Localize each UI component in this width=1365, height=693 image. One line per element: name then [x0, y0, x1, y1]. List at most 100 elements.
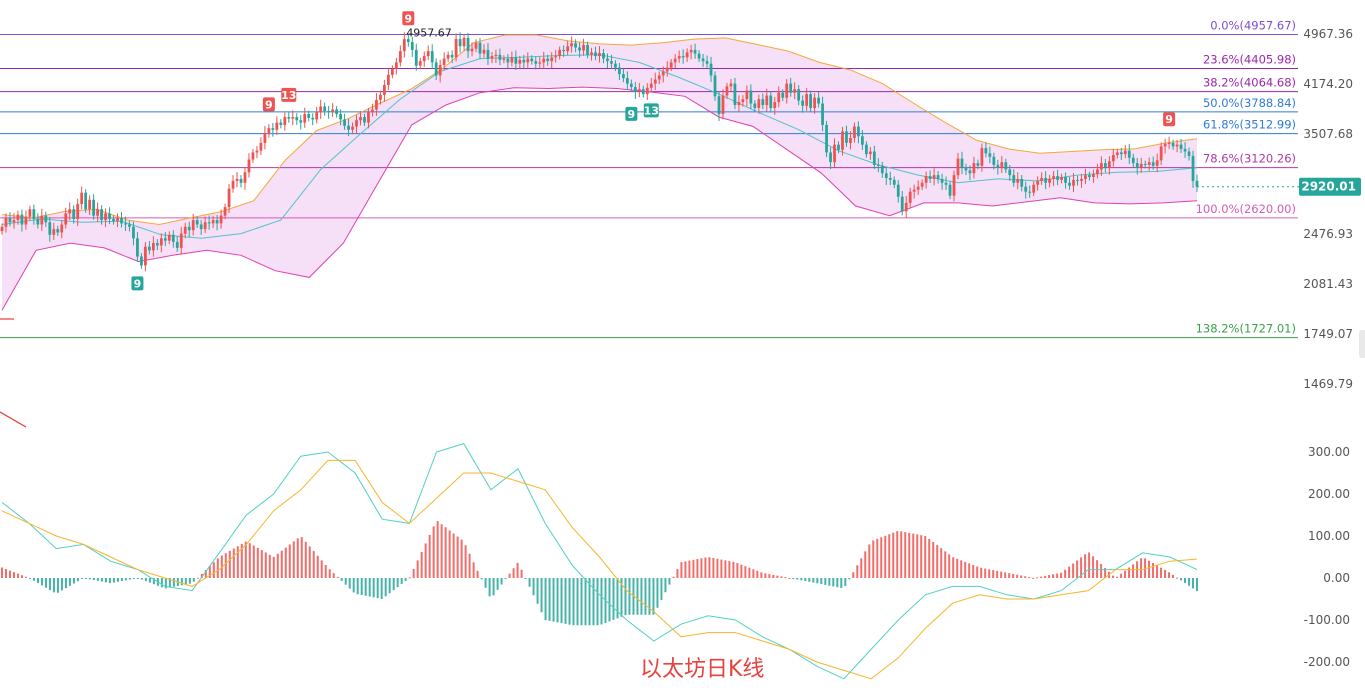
- candle: [323, 102, 327, 116]
- macd-bar: [1156, 565, 1159, 578]
- macd-bar: [1020, 575, 1023, 578]
- candle: [809, 90, 813, 112]
- macd-bar: [104, 578, 107, 583]
- macd-bar: [116, 578, 119, 582]
- candle: [725, 82, 729, 100]
- macd-bar: [396, 578, 399, 588]
- macd-bar: [716, 558, 719, 578]
- macd-bar: [520, 569, 523, 578]
- candle: [606, 53, 609, 69]
- macd-bar: [704, 557, 707, 578]
- fib-label-3: 50.0%(3788.84): [1203, 96, 1296, 110]
- panel-collapse-handle[interactable]: [1359, 330, 1365, 358]
- macd-bar: [524, 578, 527, 579]
- macd-bar: [24, 576, 27, 578]
- macd-bar: [40, 578, 43, 586]
- fibonacci-level-labels: 0.0%(4957.67) 23.6%(4405.98) 38.2%(4064.68…: [1196, 19, 1296, 336]
- macd-bar: [180, 578, 183, 586]
- candle: [255, 146, 259, 159]
- candle: [948, 181, 952, 200]
- macd-bar: [456, 536, 459, 578]
- macd-bar: [1076, 560, 1079, 578]
- candle: [187, 221, 191, 238]
- macd-bar: [752, 569, 755, 578]
- macd-bar: [1188, 578, 1191, 586]
- macd-bar: [624, 578, 627, 616]
- candle: [853, 122, 856, 143]
- macd-bar: [960, 560, 963, 578]
- macd-bar: [56, 578, 59, 593]
- macd-bar: [956, 558, 959, 578]
- macd-bar: [860, 558, 863, 578]
- candle: [466, 32, 470, 59]
- macd-bar: [360, 578, 363, 596]
- macd-bar: [660, 578, 663, 601]
- candle: [414, 43, 418, 71]
- candle: [446, 51, 450, 63]
- candle: [888, 171, 892, 186]
- candle: [637, 82, 641, 98]
- macd-bar: [224, 553, 227, 578]
- macd-bar: [1088, 552, 1091, 578]
- candle: [1147, 157, 1151, 171]
- macd-bar: [788, 577, 791, 579]
- candle: [733, 77, 737, 110]
- macd-bar: [64, 578, 67, 589]
- macd-bar: [412, 568, 415, 578]
- candle: [908, 187, 912, 208]
- candle: [355, 115, 358, 134]
- macd-bar: [32, 578, 35, 581]
- td-marker: 9: [402, 11, 415, 26]
- macd-bar: [684, 561, 687, 578]
- candle: [267, 124, 271, 138]
- candle: [964, 163, 968, 176]
- td-marker: 9: [625, 106, 638, 121]
- candle: [713, 71, 717, 101]
- candle: [685, 48, 689, 62]
- macd-bar: [424, 543, 427, 578]
- macd-bar: [984, 568, 987, 578]
- candle: [717, 91, 721, 122]
- candle: [972, 156, 976, 179]
- price-axis[interactable]: 4967.36 4174.20 3507.68 2476.93 2081.43 1749.…: [1303, 27, 1353, 391]
- candle: [179, 226, 183, 255]
- candle: [1004, 158, 1008, 173]
- candle: [183, 222, 187, 239]
- candle: [924, 171, 928, 189]
- candle: [343, 113, 346, 130]
- candle: [151, 236, 155, 257]
- candle: [147, 240, 151, 255]
- td-marker: 13: [281, 87, 296, 102]
- candle: [371, 103, 374, 117]
- macd-bar: [708, 557, 711, 578]
- candle: [709, 56, 713, 82]
- candle: [319, 99, 323, 119]
- candle: [1000, 155, 1004, 173]
- macd-axis[interactable]: 300.00 200.00 100.00 0.00 -100.00 -200.00: [1304, 445, 1350, 669]
- candle: [327, 105, 331, 119]
- macd-bar: [1120, 573, 1123, 578]
- candle: [884, 168, 888, 185]
- macd-bar: [164, 578, 167, 589]
- candle: [542, 51, 546, 69]
- candle: [510, 51, 514, 67]
- candle: [96, 202, 99, 223]
- macd-bar: [1032, 577, 1035, 579]
- macd-bar: [496, 578, 499, 590]
- candle: [299, 115, 303, 130]
- candle: [28, 205, 32, 221]
- macd-bar: [768, 574, 771, 578]
- macd-bar: [592, 578, 595, 626]
- candle: [390, 65, 394, 79]
- macd-bar: [1092, 556, 1095, 578]
- macd-bar: [352, 578, 355, 593]
- candle: [223, 203, 227, 220]
- candle: [789, 77, 793, 97]
- candle: [1179, 138, 1183, 153]
- candle: [140, 253, 143, 269]
- macd-bar: [1044, 575, 1047, 578]
- candle: [367, 107, 370, 129]
- macd-bar: [720, 559, 723, 578]
- macd-bar: [80, 578, 83, 579]
